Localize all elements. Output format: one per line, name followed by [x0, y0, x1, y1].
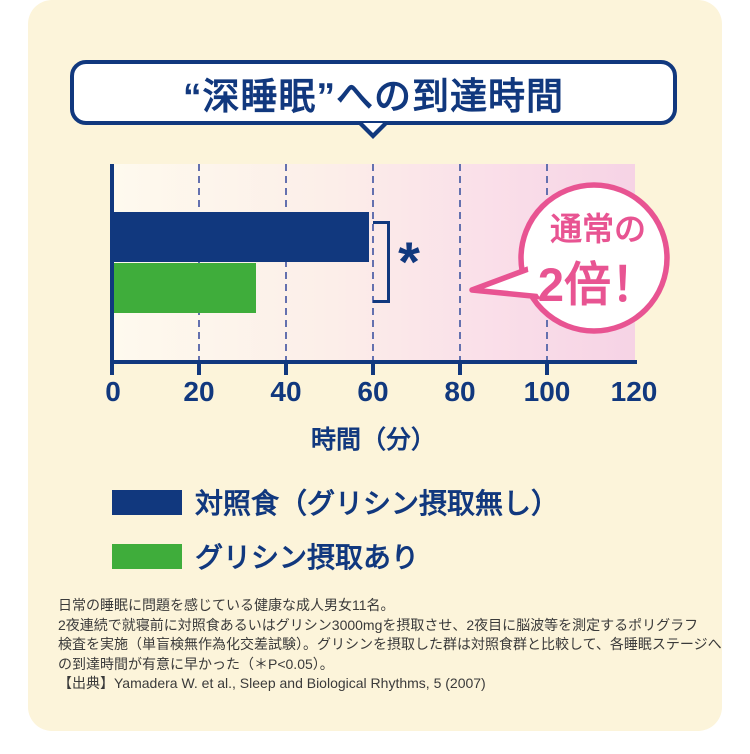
- significance-bracket-top: [373, 221, 390, 224]
- significance-asterisk: *: [398, 230, 420, 293]
- legend-label-control: 対照食（グリシン摂取無し）: [195, 488, 560, 519]
- legend-swatch-control: [112, 489, 182, 515]
- gridline-80: [459, 164, 461, 360]
- footnotes: 日常の睡眠に問題を感じている健康な成人男女11名。 2夜連続で就寝前に対照食ある…: [58, 596, 722, 694]
- x-axis-title: 時間（分）: [310, 426, 436, 454]
- tick-100: [545, 362, 549, 375]
- legend-label-glycine: グリシン摂取あり: [195, 542, 420, 573]
- significance-bracket-bottom: [373, 300, 390, 303]
- footnote-line-4: の到達時間が有意に早かった（＊P<0.05）。: [58, 655, 334, 672]
- gridline-60: [372, 164, 374, 360]
- footnote-line-2: 2夜連続で就寝前に対照食あるいはグリシン3000mgを摂取させ、2夜目に脳波等を…: [58, 616, 699, 633]
- legend: 対照食（グリシン摂取無し） グリシン摂取あり: [112, 482, 559, 576]
- chart-title: “深睡眠”への到達時間: [183, 75, 564, 117]
- legend-item-glycine: グリシン摂取あり: [112, 536, 559, 576]
- tick-40: [284, 362, 288, 375]
- tick-80: [458, 362, 462, 375]
- gridline-20: [198, 164, 200, 360]
- gridline-40: [285, 164, 287, 360]
- bar-control-food: [112, 212, 370, 262]
- callout-circle-fill: [527, 191, 661, 325]
- xtick-label-20: 20: [183, 376, 215, 407]
- bar-glycine: [112, 263, 256, 313]
- xtick-label-120: 120: [610, 376, 658, 407]
- xtick-label-80: 80: [444, 376, 476, 407]
- chart-title-box: “深睡眠”への到達時間: [70, 60, 677, 125]
- xtick-label-100: 100: [523, 376, 571, 407]
- tick-20: [197, 362, 201, 375]
- legend-swatch-glycine: [112, 543, 182, 569]
- tick-60: [371, 362, 375, 375]
- footnote-line-3: 検査を実施（単盲検無作為化交差試験）。グリシンを摂取した群は対照食群と比較して、…: [58, 636, 722, 652]
- callout-line2: 2倍！: [538, 258, 658, 311]
- title-notch-fill: [363, 123, 383, 133]
- tick-0: [110, 362, 114, 375]
- xtick-label-40: 40: [270, 376, 302, 407]
- legend-item-control: 対照食（グリシン摂取無し）: [112, 482, 559, 522]
- footnote-line-1: 日常の睡眠に問題を感じている健康な成人男女11名。: [58, 597, 395, 613]
- footnote-source: 【出典】Yamadera W. et al., Sleep and Biolog…: [58, 675, 486, 691]
- xtick-label-60: 60: [357, 376, 389, 407]
- significance-bracket-vertical: [387, 221, 390, 303]
- xtick-label-0: 0: [105, 376, 121, 407]
- callout-line1: 通常の: [550, 211, 646, 247]
- plot-area: [112, 164, 635, 360]
- y-axis-line: [110, 164, 114, 362]
- callout-bubble: 通常の 2倍！: [469, 182, 670, 334]
